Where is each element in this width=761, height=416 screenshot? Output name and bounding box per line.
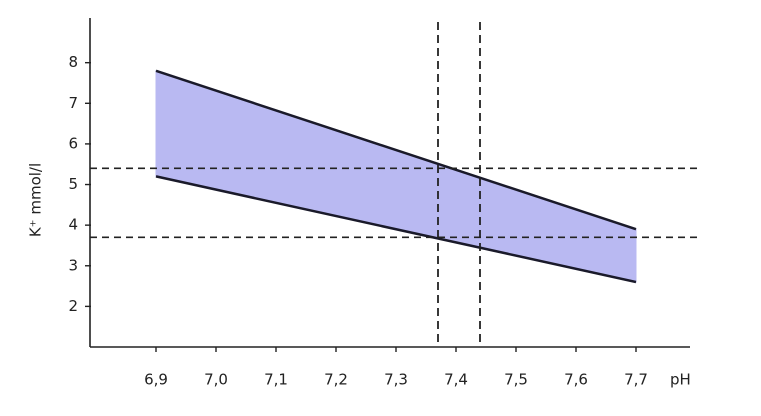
x-tick-label: 7,5 — [504, 371, 528, 389]
y-axis-label: K⁺ mmol/l — [27, 163, 45, 237]
y-tick-label: 7 — [68, 94, 78, 112]
lower-line — [155, 175, 637, 284]
y-tick-label: 5 — [68, 175, 78, 193]
x-tick-label: 7,1 — [264, 371, 288, 389]
x-tick-label: 7,2 — [324, 371, 348, 389]
y-tick-label: 4 — [68, 216, 78, 234]
x-tick-label: 7,6 — [564, 371, 588, 389]
band-area — [155, 70, 637, 283]
x-tick-label: 7,7 — [624, 371, 648, 389]
y-tick-label: 6 — [68, 134, 78, 152]
x-tick-label: 7,0 — [204, 371, 228, 389]
y-tick-label: 2 — [68, 297, 78, 315]
x-tick-label: 6,9 — [144, 371, 168, 389]
x-tick-label: 7,3 — [384, 371, 408, 389]
y-tick-label: 3 — [68, 256, 78, 274]
y-tick-label: 8 — [68, 53, 78, 71]
upper-line — [155, 69, 637, 231]
x-axis-label: pH — [670, 371, 691, 389]
x-tick-label: 7,4 — [444, 371, 468, 389]
